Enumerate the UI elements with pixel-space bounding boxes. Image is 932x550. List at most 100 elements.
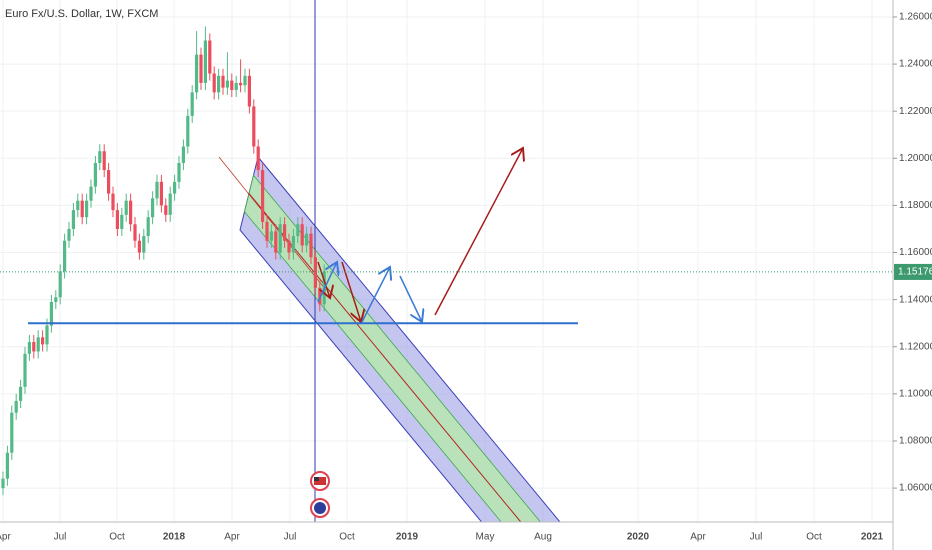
candle-body	[19, 386, 23, 401]
candle-body	[173, 181, 177, 194]
candle-body	[212, 73, 216, 93]
candle-body	[168, 193, 172, 215]
x-tick-label: May	[476, 532, 495, 543]
candle-body	[133, 224, 137, 241]
candle-body	[278, 224, 282, 253]
candle-body	[300, 224, 304, 246]
x-tick-label: 2018	[163, 532, 186, 543]
candle-body	[1, 478, 5, 489]
candle-body	[98, 151, 102, 164]
candle-body	[36, 337, 40, 352]
candle-body	[63, 240, 67, 272]
candle-body	[120, 214, 124, 229]
candle-body	[313, 257, 317, 288]
candle-body	[177, 163, 181, 182]
y-tick-label: 1.26000	[899, 12, 932, 23]
candle-body	[27, 342, 31, 354]
event-icons[interactable]	[310, 471, 330, 518]
x-tick-label: Jul	[284, 532, 297, 543]
candle-body	[230, 80, 234, 90]
candle-body	[221, 75, 225, 88]
y-tick-label: 1.24000	[899, 59, 932, 70]
candle-body	[265, 221, 269, 241]
x-tick-label: 2020	[627, 532, 650, 543]
arrow	[399, 275, 422, 322]
candle-body	[261, 170, 265, 222]
candle-body	[115, 210, 119, 229]
candle-body	[234, 82, 238, 90]
candle-body	[5, 452, 9, 479]
x-tick-label: Jul	[750, 532, 763, 543]
candle-body	[195, 54, 199, 93]
arrow	[317, 261, 330, 298]
y-tick-label: 1.20000	[899, 153, 932, 164]
candle-body	[142, 236, 146, 253]
x-tick-label: Oct	[806, 532, 822, 543]
y-tick-label: 1.22000	[899, 106, 932, 117]
x-tick-label: Apr	[690, 532, 706, 543]
y-tick-label: 1.16000	[899, 247, 932, 258]
candle-body	[155, 181, 159, 199]
candle-body	[203, 40, 207, 83]
candle-body	[49, 301, 53, 326]
channel-inner	[244, 174, 542, 523]
candle-body	[309, 233, 313, 258]
candle-body	[181, 146, 185, 164]
trend-line	[218, 156, 327, 291]
last-price-box	[894, 263, 932, 280]
candle-body	[14, 400, 18, 413]
flag	[314, 477, 326, 485]
candle-body	[256, 146, 260, 171]
candle-body	[164, 205, 168, 215]
candle-body	[32, 342, 36, 352]
candle-body	[45, 325, 49, 345]
candle-body	[291, 236, 295, 253]
y-tick-label: 1.14000	[899, 294, 932, 305]
candle-body	[107, 170, 111, 194]
arrow	[434, 148, 523, 316]
candle-body	[269, 231, 273, 241]
candle-body	[102, 151, 106, 171]
y-tick-label: 1.06000	[899, 483, 932, 494]
x-tick-label: 2019	[396, 532, 419, 543]
candle-body	[10, 412, 14, 453]
candle-body	[283, 224, 287, 241]
candle-body	[217, 75, 221, 93]
candle-body	[137, 240, 141, 253]
candle-body	[252, 106, 256, 147]
candle-body	[296, 224, 300, 237]
last-price-label: 1.15176	[898, 267, 932, 278]
x-tick-label: Oct	[339, 532, 355, 543]
chart-title: Euro Fx/U.S. Dollar, 1W, FXCM	[5, 8, 158, 20]
candle-body	[190, 92, 194, 116]
candle-body	[287, 240, 291, 253]
candle-body	[93, 163, 97, 187]
candle-body	[124, 200, 128, 215]
candle-body	[67, 228, 71, 241]
candle-body	[85, 200, 89, 218]
candle-body	[41, 337, 45, 345]
candle-body	[89, 186, 93, 201]
grid	[0, 0, 893, 522]
candle-body	[58, 271, 62, 298]
candle-body	[129, 200, 133, 225]
y-tick-label: 1.10000	[899, 388, 932, 399]
y-tick-label: 1.12000	[899, 341, 932, 352]
y-tick-label: 1.18000	[899, 200, 932, 211]
candle-body	[159, 181, 163, 206]
y-tick-label: 1.08000	[899, 436, 932, 447]
candle-body	[146, 217, 150, 237]
candle-body	[243, 75, 247, 86]
candle-body	[239, 82, 243, 86]
candle-body	[199, 54, 203, 83]
candle-body	[208, 40, 212, 74]
candle-body	[76, 200, 80, 211]
flag	[314, 502, 326, 514]
candle-body	[247, 75, 251, 107]
flag	[314, 477, 319, 481]
x-tick-label: Apr	[0, 532, 11, 543]
candle-body	[80, 200, 84, 218]
x-tick-label: Aug	[534, 532, 552, 543]
